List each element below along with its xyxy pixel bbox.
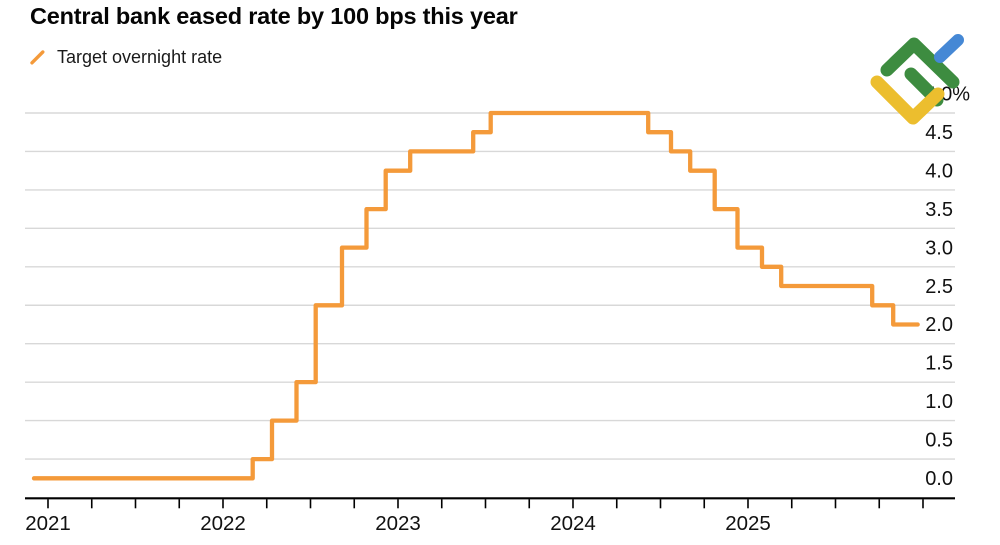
legend: Target overnight rate <box>29 47 222 68</box>
y-axis-tick-label: 2.0 <box>925 314 953 336</box>
x-axis-year-label: 2024 <box>550 512 596 535</box>
y-axis-tick-label: 3.0 <box>925 237 953 259</box>
y-axis-tick-label: 4.5 <box>925 122 953 144</box>
y-axis-tick-label: 2.5 <box>925 276 953 298</box>
y-axis-tick-label: 3.5 <box>925 199 953 221</box>
y-axis-tick-label: 4.0 <box>925 160 953 182</box>
y-axis-tick-label: 1.5 <box>925 353 953 375</box>
legend-label: Target overnight rate <box>57 47 223 67</box>
chart-title: Central bank eased rate by 100 bps this … <box>30 3 518 29</box>
y-axis-tick-label: 0.5 <box>925 430 953 452</box>
rate-step-line <box>31 110 920 481</box>
x-axis-year-label: 2023 <box>375 512 421 535</box>
x-axis-year-label: 2025 <box>725 512 771 535</box>
legend-line-marker-icon <box>30 50 45 65</box>
x-axis-year-label: 2021 <box>25 512 71 535</box>
y-axis-tick-label: 0.0 <box>925 468 953 490</box>
y-axis-tick-label: 1.0 <box>925 391 953 413</box>
logo-yellow-check-icon <box>870 75 945 125</box>
x-axis-year-label: 2022 <box>200 512 246 535</box>
logo-blue-accent-icon <box>934 34 964 63</box>
brand-logo-watermark <box>870 34 964 125</box>
